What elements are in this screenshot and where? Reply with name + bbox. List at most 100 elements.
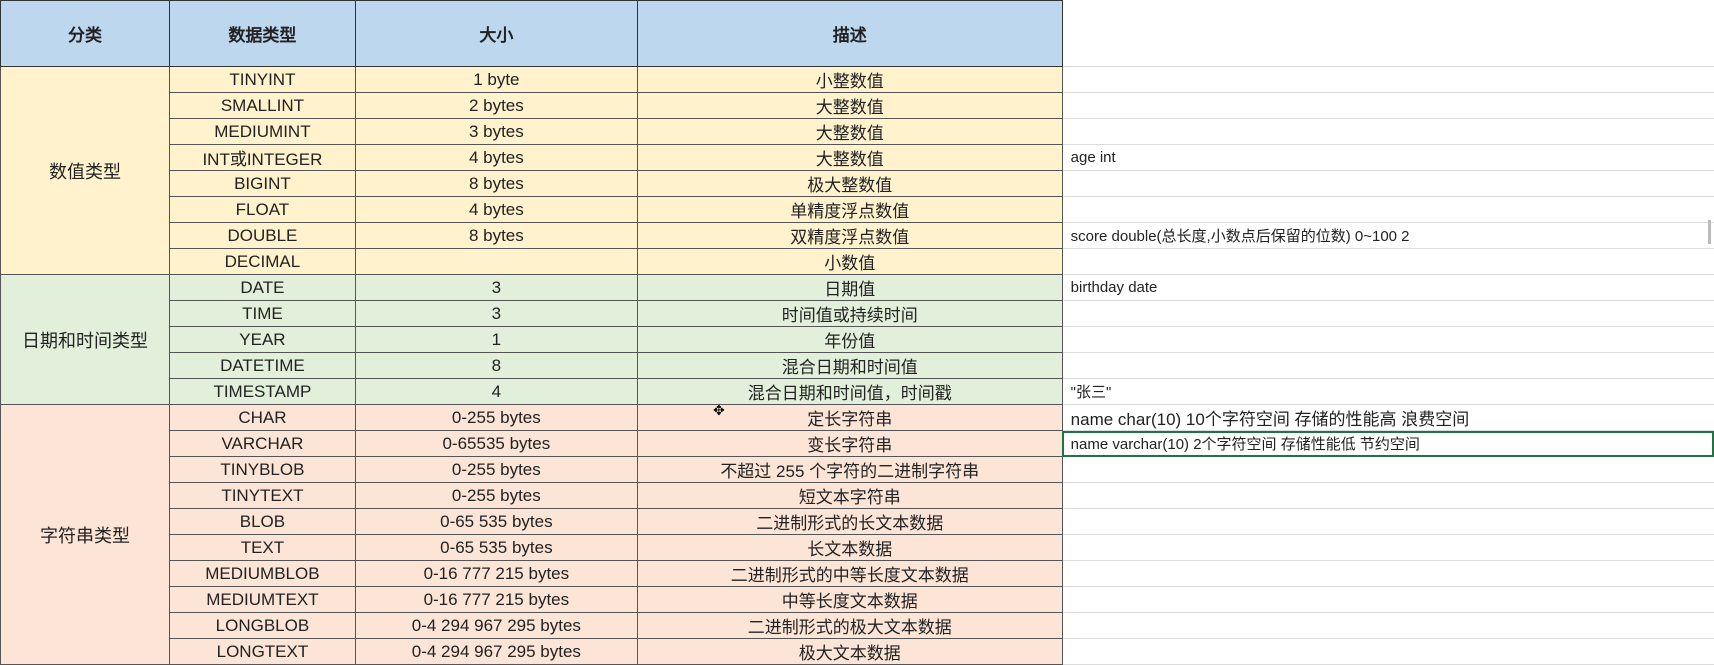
description-cell[interactable]: 长文本数据 [637,535,1062,561]
description-cell[interactable]: 变长字符串 [637,431,1062,457]
size-cell[interactable]: 2 bytes [355,93,637,119]
size-cell[interactable]: 0-65535 bytes [355,431,637,457]
note-cell[interactable] [1062,353,1714,379]
note-cell[interactable] [1062,535,1714,561]
description-cell[interactable]: 大整数值 [637,93,1062,119]
type-cell[interactable]: DOUBLE [169,223,355,249]
note-cell[interactable] [1062,561,1714,587]
category-cell[interactable]: 数值类型 [1,67,170,275]
type-cell[interactable]: BLOB [169,509,355,535]
size-cell[interactable]: 0-4 294 967 295 bytes [355,639,637,665]
size-cell[interactable]: 4 bytes [355,145,637,171]
note-cell[interactable]: score double(总长度,小数点后保留的位数) 0~100 2 [1062,223,1714,249]
size-cell[interactable]: 0-65 535 bytes [355,535,637,561]
description-cell[interactable]: 中等长度文本数据 [637,587,1062,613]
type-cell[interactable]: TEXT [169,535,355,561]
description-cell[interactable]: 混合日期和时间值，时间戳 [637,379,1062,405]
description-cell[interactable]: 二进制形式的中等长度文本数据 [637,561,1062,587]
type-cell[interactable]: TINYINT [169,67,355,93]
type-cell[interactable]: TINYBLOB [169,457,355,483]
description-cell[interactable]: 单精度浮点数值 [637,197,1062,223]
note-cell[interactable] [1062,197,1714,223]
description-cell[interactable]: 大整数值 [637,145,1062,171]
size-cell[interactable]: 8 [355,353,637,379]
size-cell[interactable]: 1 [355,327,637,353]
size-cell[interactable]: 3 bytes [355,119,637,145]
description-cell[interactable]: 小数值 [637,249,1062,275]
note-cell[interactable] [1062,483,1714,509]
note-cell[interactable] [1062,613,1714,639]
note-cell[interactable] [1062,67,1714,93]
header-category[interactable]: 分类 [1,1,170,67]
column-resize-handle[interactable] [1708,220,1711,244]
description-cell[interactable]: 二进制形式的长文本数据 [637,509,1062,535]
description-cell[interactable]: 短文本字符串 [637,483,1062,509]
type-cell[interactable]: FLOAT [169,197,355,223]
type-cell[interactable]: MEDIUMBLOB [169,561,355,587]
size-cell[interactable]: 0-255 bytes [355,483,637,509]
size-cell[interactable]: 0-16 777 215 bytes [355,587,637,613]
type-cell[interactable]: LONGBLOB [169,613,355,639]
note-cell[interactable] [1062,327,1714,353]
size-cell[interactable]: 8 bytes [355,223,637,249]
description-cell[interactable]: 双精度浮点数值 [637,223,1062,249]
note-cell[interactable]: name char(10) 10个字符空间 存储的性能高 浪费空间 [1062,405,1714,431]
note-cell[interactable]: birthday date [1062,275,1714,301]
header-blank[interactable] [1062,1,1714,67]
note-cell[interactable]: name varchar(10) 2个字符空间 存储性能低 节约空间 [1062,431,1714,457]
description-cell[interactable]: 二进制形式的极大文本数据 [637,613,1062,639]
description-cell[interactable]: 大整数值 [637,119,1062,145]
size-cell[interactable]: 4 [355,379,637,405]
description-cell[interactable]: 极大整数值 [637,171,1062,197]
size-cell[interactable]: 0-16 777 215 bytes [355,561,637,587]
size-cell[interactable]: 3 [355,275,637,301]
description-cell[interactable]: 混合日期和时间值 [637,353,1062,379]
description-cell[interactable]: 定长字符串 [637,405,1062,431]
type-cell[interactable]: TIMESTAMP [169,379,355,405]
note-cell[interactable]: "张三" [1062,379,1714,405]
type-cell[interactable]: MEDIUMINT [169,119,355,145]
description-cell[interactable]: 极大文本数据 [637,639,1062,665]
size-cell[interactable]: 8 bytes [355,171,637,197]
size-cell[interactable]: 1 byte [355,67,637,93]
size-cell[interactable]: 0-65 535 bytes [355,509,637,535]
type-cell[interactable]: YEAR [169,327,355,353]
type-cell[interactable]: SMALLINT [169,93,355,119]
note-cell[interactable] [1062,587,1714,613]
type-cell[interactable]: MEDIUMTEXT [169,587,355,613]
size-cell[interactable]: 0-255 bytes [355,457,637,483]
description-cell[interactable]: 时间值或持续时间 [637,301,1062,327]
note-cell[interactable] [1062,639,1714,665]
note-cell[interactable] [1062,301,1714,327]
type-cell[interactable]: DECIMAL [169,249,355,275]
size-cell[interactable] [355,249,637,275]
size-cell[interactable]: 3 [355,301,637,327]
header-size[interactable]: 大小 [355,1,637,67]
type-cell[interactable]: TINYTEXT [169,483,355,509]
note-cell[interactable] [1062,171,1714,197]
type-cell[interactable]: DATE [169,275,355,301]
header-type[interactable]: 数据类型 [169,1,355,67]
type-cell[interactable]: INT或INTEGER [169,145,355,171]
description-cell[interactable]: 不超过 255 个字符的二进制字符串 [637,457,1062,483]
type-cell[interactable]: BIGINT [169,171,355,197]
note-cell[interactable]: age int [1062,145,1714,171]
type-cell[interactable]: DATETIME [169,353,355,379]
type-cell[interactable]: CHAR [169,405,355,431]
note-cell[interactable] [1062,93,1714,119]
description-cell[interactable]: 日期值 [637,275,1062,301]
size-cell[interactable]: 0-4 294 967 295 bytes [355,613,637,639]
type-cell[interactable]: VARCHAR [169,431,355,457]
size-cell[interactable]: 4 bytes [355,197,637,223]
description-cell[interactable]: 年份值 [637,327,1062,353]
note-cell[interactable] [1062,509,1714,535]
description-cell[interactable]: 小整数值 [637,67,1062,93]
category-cell[interactable]: 字符串类型 [1,405,170,665]
note-cell[interactable] [1062,249,1714,275]
type-cell[interactable]: TIME [169,301,355,327]
header-description[interactable]: 描述 [637,1,1062,67]
note-cell[interactable] [1062,457,1714,483]
category-cell[interactable]: 日期和时间类型 [1,275,170,405]
size-cell[interactable]: 0-255 bytes [355,405,637,431]
type-cell[interactable]: LONGTEXT [169,639,355,665]
